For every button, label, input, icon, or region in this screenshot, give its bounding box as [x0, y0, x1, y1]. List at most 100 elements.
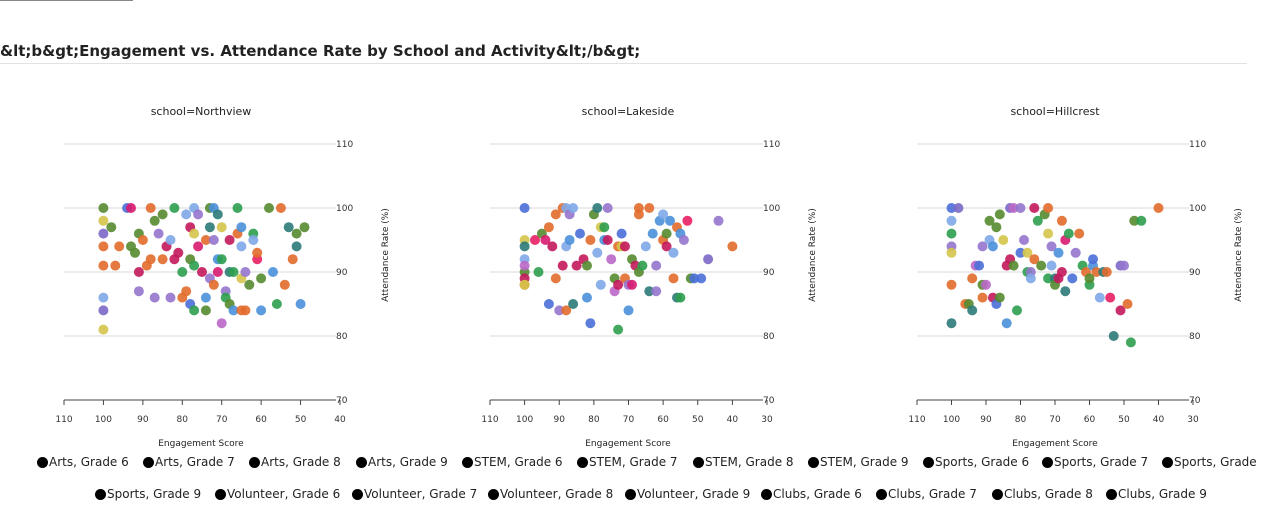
data-point: [1108, 331, 1119, 341]
data-point: [236, 222, 247, 233]
data-point: [110, 260, 121, 271]
legend-item[interactable]: Volunteer, Grade 8: [488, 487, 613, 501]
data-point: [967, 305, 978, 316]
legend-item[interactable]: STEM, Grade 7: [577, 455, 678, 469]
y-tick-label: 90: [1189, 268, 1201, 278]
x-tick-label: 80: [177, 415, 189, 425]
data-point: [1091, 267, 1102, 277]
legend-item[interactable]: Clubs, Grade 6: [761, 487, 862, 501]
facet-panel: school=Northview 70 80 90 100 110 110 100 90 80 70…: [55, 105, 391, 449]
legend-item[interactable]: Volunteer, Grade 6: [215, 487, 340, 501]
legend-label: Clubs, Grade 9: [1118, 487, 1207, 501]
y-tick-label: 80: [336, 332, 348, 342]
legend-marker-icon: [143, 456, 154, 468]
legend-item[interactable]: Arts, Grade 6: [37, 455, 129, 469]
data-point: [519, 203, 530, 213]
data-point: [1056, 267, 1067, 277]
data-point: [283, 222, 294, 233]
data-point: [181, 209, 192, 220]
y-tick-label: 90: [763, 268, 775, 278]
x-tick-label: 80: [588, 415, 600, 425]
y-tick-label: 110: [336, 140, 353, 150]
top-divider: [0, 0, 133, 1]
x-tick-label: 30: [1187, 415, 1199, 425]
data-point: [637, 260, 648, 271]
x-tick-label: 90: [137, 415, 149, 425]
data-point: [264, 203, 274, 213]
legend-label: Volunteer, Grade 6: [227, 487, 341, 501]
data-point: [564, 235, 575, 245]
legend-item[interactable]: Clubs, Grade 8: [992, 487, 1093, 501]
legend-item[interactable]: Sports, Grade 7: [1042, 455, 1148, 469]
legend-item[interactable]: Volunteer, Grade 7: [352, 487, 477, 501]
data-point: [967, 273, 978, 284]
y-tick-label: 70: [336, 396, 348, 406]
data-point: [568, 299, 579, 309]
data-point: [153, 228, 164, 239]
legend-item[interactable]: Sports, Grade 9: [95, 487, 201, 501]
data-point: [665, 215, 675, 226]
data-point: [620, 241, 630, 252]
facet-panel: school=Lakeside 70 80 90 100 110 110 100 90 80 70 6…: [481, 105, 818, 449]
data-point: [1046, 241, 1057, 252]
x-axis-title: Engagement Score: [585, 439, 671, 449]
legend-item[interactable]: Clubs, Grade 9: [1106, 487, 1207, 501]
legend-item[interactable]: STEM, Grade 9: [808, 455, 909, 469]
legend-item[interactable]: STEM, Grade 8: [693, 455, 794, 469]
legend-item[interactable]: Sports, Grade: [1162, 455, 1257, 469]
data-point: [157, 209, 168, 220]
data-point: [1012, 305, 1022, 316]
data-point: [592, 247, 603, 258]
data-point: [519, 260, 530, 271]
legend-item[interactable]: Arts, Grade 8: [249, 455, 341, 469]
data-point: [599, 222, 610, 233]
legend-item[interactable]: Volunteer, Grade 9: [625, 487, 750, 501]
data-point: [633, 209, 644, 220]
y-tick-label: 110: [763, 140, 780, 150]
legend-label: Volunteer, Grade 8: [500, 487, 614, 501]
facet-title: school=Northview: [151, 105, 252, 118]
data-point: [1029, 203, 1040, 213]
legend-item[interactable]: Sports, Grade 6: [923, 455, 1029, 469]
y-tick-label: 70: [763, 396, 775, 406]
legend-marker-icon: [1106, 488, 1117, 500]
data-point: [1001, 318, 1012, 329]
data-point: [644, 203, 655, 213]
legend-label: Arts, Grade 6: [49, 455, 129, 469]
data-point: [279, 279, 290, 290]
data-point: [977, 241, 988, 252]
x-tick-label: 40: [727, 415, 739, 425]
data-point: [224, 235, 235, 245]
data-point: [953, 203, 964, 213]
x-tick-label: 50: [692, 415, 704, 425]
x-tick-label: 100: [95, 415, 112, 425]
legend-label: Sports, Grade 9: [107, 487, 202, 501]
data-point: [946, 279, 957, 290]
data-point: [1043, 203, 1054, 213]
data-point: [582, 292, 592, 303]
legend-marker-icon: [1162, 456, 1173, 468]
data-point: [1015, 247, 1026, 258]
legend-item[interactable]: STEM, Grade 6: [462, 455, 563, 469]
data-point: [126, 203, 136, 213]
data-point: [543, 299, 554, 309]
data-point: [946, 203, 957, 213]
legend-marker-icon: [577, 456, 588, 468]
data-point: [994, 292, 1005, 303]
legend-marker-icon: [761, 488, 772, 500]
data-point: [1015, 203, 1026, 213]
legend-marker-icon: [462, 456, 473, 468]
legend-item[interactable]: Clubs, Grade 7: [876, 487, 977, 501]
data-point: [519, 241, 530, 252]
data-point: [200, 235, 211, 245]
data-point: [585, 235, 596, 245]
data-point: [592, 203, 603, 213]
data-point: [98, 215, 109, 226]
legend-label: STEM, Grade 9: [820, 455, 909, 469]
legend-item[interactable]: Arts, Grade 9: [356, 455, 448, 469]
legend-item[interactable]: Arts, Grade 7: [143, 455, 235, 469]
data-point: [208, 235, 219, 245]
legend-label: STEM, Grade 7: [589, 455, 678, 469]
data-point: [1060, 286, 1071, 297]
data-point: [678, 235, 689, 245]
